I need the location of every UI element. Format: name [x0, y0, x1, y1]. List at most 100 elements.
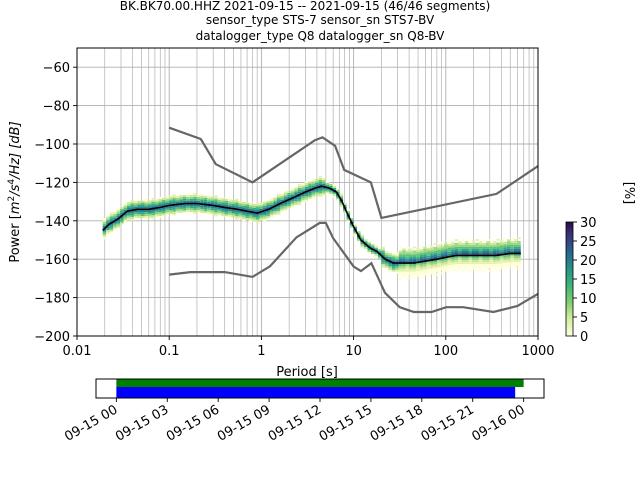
histogram-cell — [172, 194, 176, 197]
histogram-cell — [499, 255, 504, 258]
histogram-cell — [433, 256, 438, 259]
histogram-cell — [419, 262, 424, 265]
histogram-cell — [433, 260, 438, 263]
histogram-cell — [161, 203, 166, 206]
histogram-cell — [517, 240, 521, 243]
histogram-cell — [283, 202, 288, 204]
plot-area: 0.01 0.1 1 10 100 1000 −60 −80 −100 −120 −140 −160… — [34, 47, 555, 359]
histogram-cell — [489, 250, 493, 253]
histogram-cell — [478, 242, 483, 245]
histogram-cell — [238, 216, 243, 219]
histogram-cell — [269, 204, 274, 207]
histogram-cell — [451, 262, 455, 265]
histogram-cell — [402, 258, 406, 261]
histogram-cell — [259, 214, 263, 217]
histogram-cell — [398, 277, 403, 280]
histogram-cell — [141, 204, 145, 207]
histogram-cell — [249, 216, 253, 219]
histogram-cell — [214, 201, 218, 204]
histogram-cell — [360, 238, 364, 241]
histogram-cell — [109, 216, 114, 219]
histogram-cell — [200, 193, 204, 196]
histogram-cell — [363, 241, 368, 244]
histogram-cell — [245, 208, 250, 211]
histogram-cell — [200, 201, 204, 204]
histogram-cell — [172, 207, 176, 210]
histogram-cell — [409, 269, 413, 272]
histogram-cell — [454, 246, 459, 249]
histogram-cell — [346, 218, 351, 221]
histogram-cell — [468, 265, 472, 268]
histogram-cell — [175, 205, 180, 208]
histogram-cell — [454, 250, 459, 253]
data-used-bar — [116, 387, 516, 398]
histogram-cell — [444, 260, 448, 263]
histogram-cell — [423, 269, 427, 272]
high-noise-model-line — [168, 126, 539, 220]
histogram-cell — [308, 196, 312, 199]
histogram-cell — [458, 250, 462, 253]
histogram-cell — [322, 181, 326, 184]
histogram-cell — [367, 250, 371, 252]
histogram-cell — [360, 245, 364, 248]
histogram-cell — [168, 210, 173, 212]
histogram-cell — [402, 275, 406, 278]
histogram-cell — [297, 201, 302, 204]
histogram-cell — [517, 260, 521, 263]
histogram-cell — [416, 247, 420, 250]
histogram-cell — [325, 188, 330, 191]
histogram-cell — [137, 210, 142, 213]
histogram-cell — [416, 257, 420, 260]
histogram-cell — [255, 202, 260, 205]
histogram-cell — [245, 206, 250, 209]
histogram-cell — [461, 264, 466, 266]
histogram-cell — [482, 260, 486, 263]
histogram-cell — [308, 187, 312, 190]
histogram-cell — [127, 211, 131, 214]
histogram-cell — [423, 271, 427, 274]
histogram-cell — [517, 258, 521, 261]
histogram-cell — [471, 258, 476, 261]
histogram-cell — [308, 185, 312, 188]
histogram-cell — [290, 198, 295, 201]
histogram-cell — [172, 198, 176, 201]
histogram-cell — [454, 252, 459, 255]
histogram-cell — [513, 248, 518, 251]
histogram-cell — [437, 265, 441, 268]
histogram-cell — [440, 272, 445, 275]
histogram-cell — [426, 269, 431, 272]
histogram-cell — [294, 193, 298, 196]
colorbar: 0 5 10 15 20 25 30 — [565, 216, 597, 345]
histogram-cell — [161, 199, 166, 202]
histogram-cell — [458, 258, 462, 261]
histogram-cell — [381, 254, 385, 257]
histogram-cell — [297, 186, 302, 188]
histogram-cell — [388, 254, 392, 257]
histogram-cell — [175, 207, 180, 210]
histogram-cell — [499, 245, 504, 248]
histogram-cell — [179, 206, 183, 209]
histogram-cell — [471, 244, 476, 247]
histogram-cell — [196, 198, 201, 201]
histogram-cell — [123, 202, 128, 205]
histogram-cell — [113, 223, 117, 226]
histogram-cell — [412, 250, 417, 253]
histogram-cell — [214, 210, 218, 213]
histogram-cell — [492, 267, 497, 270]
histogram-cell — [384, 253, 389, 256]
histogram-cell — [280, 209, 284, 212]
histogram-cell — [315, 180, 319, 183]
histogram-cell — [193, 196, 197, 199]
colorbar-tick-label: 0 — [580, 330, 588, 345]
histogram-cell — [130, 199, 135, 202]
histogram-cell — [238, 201, 243, 204]
histogram-cell — [381, 258, 385, 261]
histogram-cell — [374, 251, 378, 254]
histogram-cell — [426, 265, 431, 268]
histogram-cell — [245, 214, 250, 217]
histogram-cell — [339, 203, 344, 206]
histogram-cell — [207, 211, 211, 214]
histogram-cell — [447, 251, 452, 254]
histogram-cell — [242, 205, 246, 208]
histogram-cell — [318, 193, 323, 196]
